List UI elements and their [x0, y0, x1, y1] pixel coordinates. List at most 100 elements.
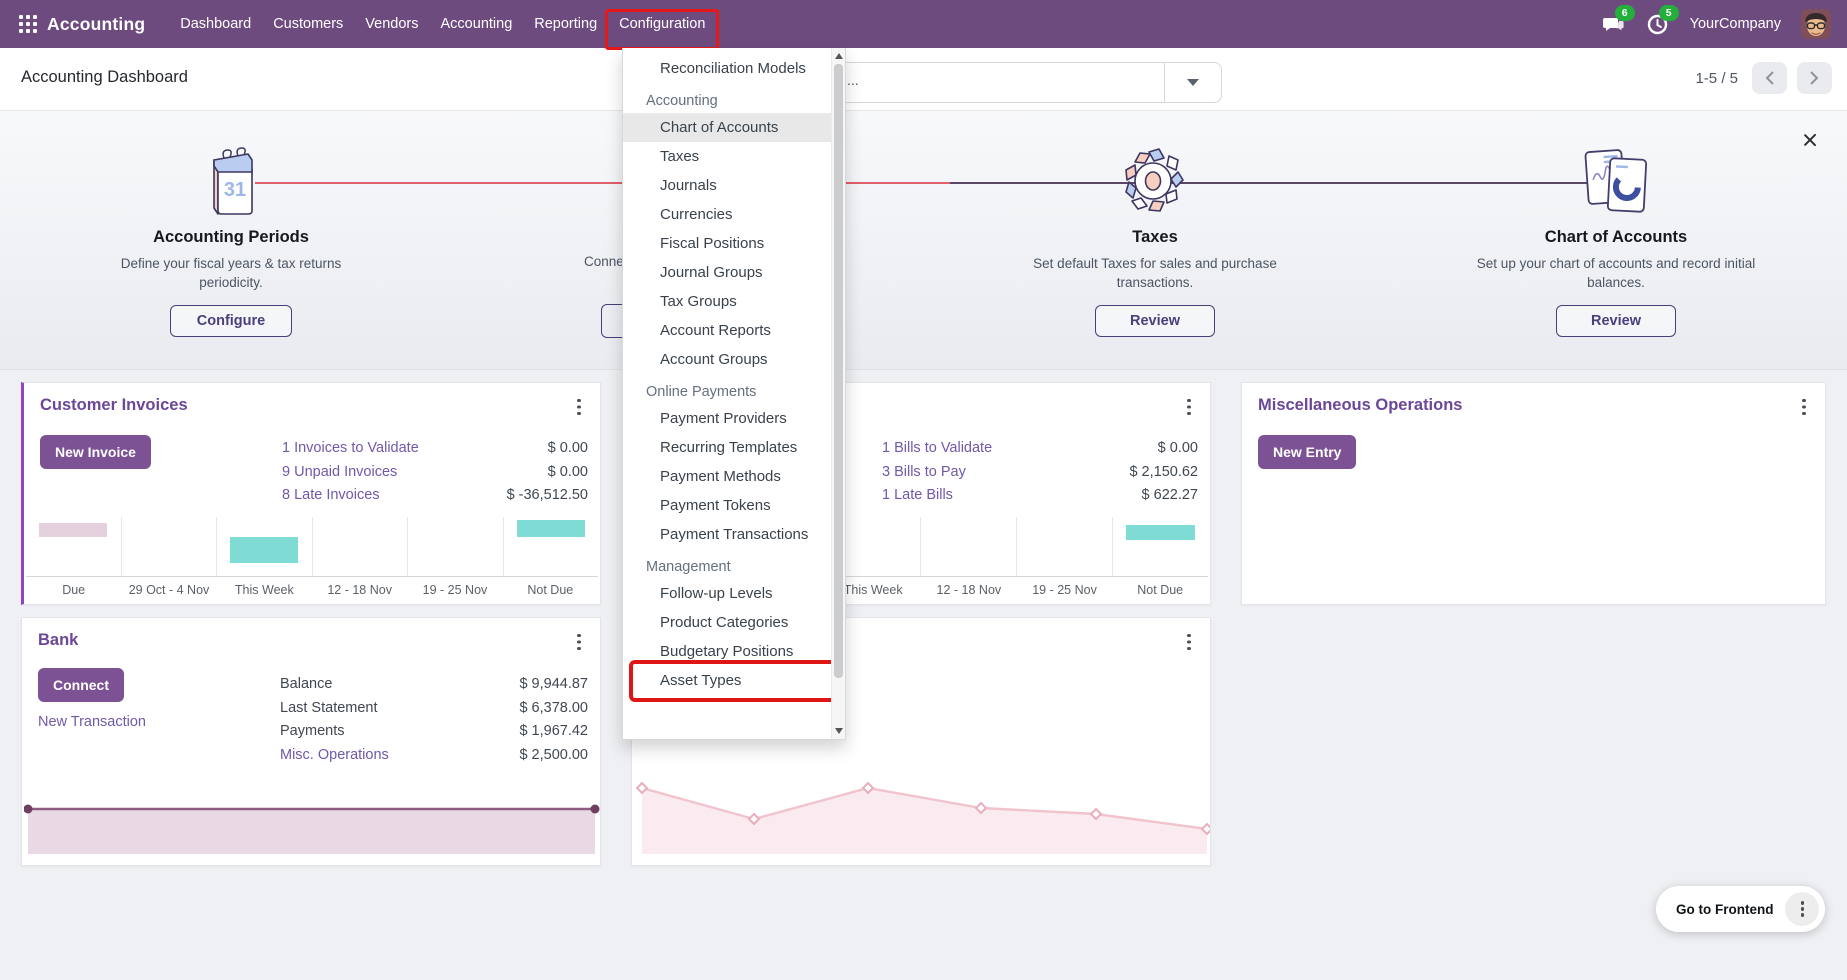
card-row: Balance $ 9,944.87	[280, 673, 588, 697]
topbar-menu-reporting[interactable]: Reporting	[534, 16, 598, 32]
row-value: $ 0.00	[1157, 440, 1198, 456]
step-title: Taxes	[1132, 228, 1178, 246]
card-row: Misc. Operations $ 2,500.00	[280, 744, 588, 768]
app-name[interactable]: Accounting	[47, 13, 146, 34]
chart-column	[502, 517, 599, 576]
dropdown-item-budgetary-positions[interactable]: Budgetary Positions	[660, 643, 794, 660]
dropdown-item-currencies[interactable]: Currencies	[660, 206, 733, 223]
pager-next-button[interactable]	[1797, 62, 1832, 94]
dropdown-item-payment-tokens[interactable]: Payment Tokens	[660, 497, 771, 514]
dropdown-item-chart-of-accounts[interactable]: Chart of Accounts	[623, 113, 831, 142]
card-title[interactable]: Miscellaneous Operations	[1258, 396, 1463, 414]
card-link-9-unpaid-invoices[interactable]: 9 Unpaid Invoices	[282, 463, 398, 480]
onboarding-step-chart-of-accounts: Chart of Accounts Set up your chart of a…	[1466, 110, 1766, 337]
onboarding-step-taxes: Taxes Set default Taxes for sales and pu…	[1005, 110, 1305, 337]
scroll-up-icon[interactable]	[834, 53, 843, 59]
chart-column	[120, 517, 217, 576]
close-icon[interactable]	[1802, 132, 1818, 148]
dropdown-item-follow-up-levels[interactable]: Follow-up Levels	[660, 585, 773, 602]
messages-button[interactable]: 6	[1602, 5, 1635, 36]
messages-badge: 6	[1614, 5, 1635, 21]
dropdown-item-account-groups[interactable]: Account Groups	[660, 351, 768, 368]
row-value: $ 2,500.00	[519, 746, 588, 763]
card-link-1-invoices-to-validate[interactable]: 1 Invoices to Validate	[282, 440, 419, 456]
dropdown-item-journal-groups[interactable]: Journal Groups	[660, 264, 763, 281]
chevron-down-icon	[1187, 79, 1199, 86]
step-title: Accounting Periods	[153, 228, 309, 246]
chart-bar-this-week[interactable]	[230, 537, 299, 563]
kebab-menu-icon[interactable]	[1184, 399, 1194, 417]
topbar-menu-configuration[interactable]: Configuration	[605, 0, 720, 50]
dropdown-item-payment-providers[interactable]: Payment Providers	[660, 410, 787, 427]
topbar-menu-dashboard[interactable]: Dashboard	[180, 16, 252, 32]
topbar-menu-vendors[interactable]: Vendors	[365, 16, 419, 32]
chart-bar-not-due[interactable]	[1126, 525, 1195, 540]
configure-button[interactable]: Configure	[169, 305, 293, 337]
activities-button[interactable]: 5	[1646, 5, 1679, 36]
card-row: Payments $ 1,967.42	[280, 720, 588, 744]
kebab-menu-icon[interactable]	[574, 634, 584, 652]
bank-balance-chart	[24, 804, 600, 854]
card-title[interactable]: Customer Invoices	[40, 396, 188, 414]
kebab-menu-icon[interactable]	[574, 399, 584, 417]
dropdown-item-product-categories[interactable]: Product Categories	[660, 614, 789, 631]
user-avatar[interactable]	[1801, 9, 1831, 39]
dropdown-item-tax-groups[interactable]: Tax Groups	[660, 293, 737, 310]
top-navbar: Accounting Dashboard Customers Vendors Acco…	[0, 0, 1847, 50]
dropdown-item-payment-methods[interactable]: Payment Methods	[660, 468, 781, 485]
pager: 1-5 / 5	[1695, 62, 1832, 94]
scrollbar-thumb[interactable]	[834, 64, 843, 678]
dropdown-item-taxes[interactable]: Taxes	[660, 148, 700, 165]
topbar-menu-accounting[interactable]: Accounting	[440, 16, 513, 32]
card-link-misc-operations[interactable]: Misc. Operations	[280, 746, 389, 763]
scroll-down-icon[interactable]	[834, 728, 843, 734]
chart-column	[920, 517, 1016, 576]
topbar-menu-customers[interactable]: Customers	[273, 16, 344, 32]
dropdown-item-payment-transactions[interactable]: Payment Transactions	[660, 526, 809, 543]
new-transaction-link[interactable]: New Transaction	[38, 714, 146, 730]
card-title[interactable]: Bank	[38, 631, 79, 649]
search-options-toggle[interactable]	[1164, 63, 1221, 102]
new-invoice-button[interactable]: New Invoice	[40, 435, 151, 469]
dropdown-item-asset-types[interactable]: Asset Types	[623, 660, 843, 702]
chart-label-not-due: Not Due	[527, 583, 574, 597]
card-row: 9 Unpaid Invoices $ 0.00	[282, 461, 588, 485]
trend-line-chart	[635, 781, 1210, 854]
chart-label-due: Due	[62, 583, 86, 597]
kebab-menu-icon[interactable]	[1184, 634, 1194, 652]
chart-bar-due[interactable]	[39, 523, 108, 537]
review-taxes-button[interactable]: Review	[1095, 305, 1215, 337]
go-to-frontend-button[interactable]: Go to Frontend	[1676, 901, 1774, 917]
step-description: Define your fiscal years & tax returns p…	[120, 256, 342, 290]
card-link-1-late-bills[interactable]: 1 Late Bills	[882, 487, 953, 503]
pager-previous-button[interactable]	[1752, 62, 1787, 94]
kebab-menu-icon[interactable]	[1799, 399, 1809, 417]
new-entry-button[interactable]: New Entry	[1258, 435, 1357, 469]
dropdown-item-journals[interactable]: Journals	[660, 177, 717, 194]
card-link-8-late-invoices[interactable]: 8 Late Invoices	[282, 487, 380, 503]
dropdown-item-fiscal-positions[interactable]: Fiscal Positions	[660, 235, 765, 252]
chart-x-labels: Due 29 Oct - 4 Nov This Week 12 - 18 Nov 19 …	[26, 583, 598, 597]
card-row: 1 Late Bills $ 622.27	[882, 484, 1198, 508]
calendar-icon: 31	[81, 146, 381, 218]
dropdown-section-online-payments: Online Payments	[646, 384, 757, 400]
chart-column	[1016, 517, 1112, 576]
row-value: $ 6,378.00	[519, 699, 588, 716]
dropdown-item-account-reports[interactable]: Account Reports	[660, 322, 771, 339]
review-chart-of-accounts-button[interactable]: Review	[1556, 305, 1676, 337]
card-link-1-bills-to-validate[interactable]: 1 Bills to Validate	[882, 440, 993, 456]
connect-button[interactable]: Connect	[38, 668, 124, 702]
chart-bar-not-due[interactable]	[516, 520, 585, 537]
hidden-step-text-fragment: Conne	[584, 254, 624, 269]
pill-kebab-button[interactable]	[1785, 892, 1820, 926]
vendor-bills-rows: 1 Bills to Validate $ 0.00 3 Bills to Pay $…	[882, 437, 1198, 508]
activities-badge: 5	[1658, 5, 1679, 21]
card-link-3-bills-to-pay[interactable]: 3 Bills to Pay	[882, 463, 966, 480]
apps-grid-icon[interactable]	[19, 15, 37, 33]
dropdown-item-reconciliation-models[interactable]: Reconciliation Models	[660, 60, 806, 77]
row-value: $ 622.27	[1141, 487, 1198, 503]
dropdown-scrollbar[interactable]	[831, 48, 845, 739]
company-switcher[interactable]: YourCompany	[1689, 16, 1781, 32]
dropdown-item-recurring-templates[interactable]: Recurring Templates	[660, 439, 798, 456]
chevron-right-icon	[1810, 71, 1819, 85]
